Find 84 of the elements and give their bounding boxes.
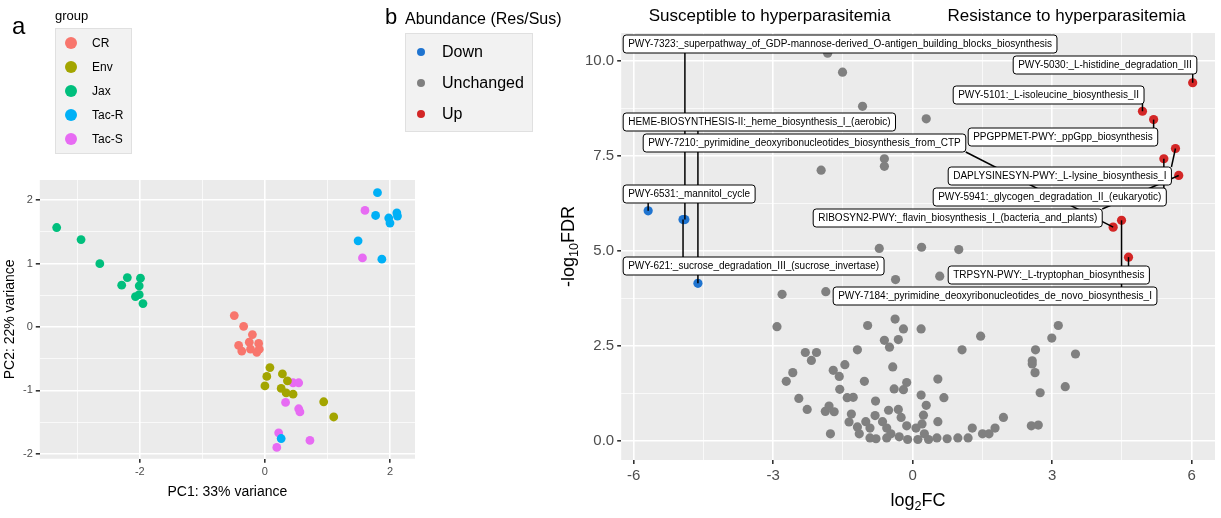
y-tick-label: 0 — [26, 320, 33, 333]
annotation: PWY-6531:_mannitol_cycle — [628, 188, 751, 200]
text: a — [12, 12, 26, 39]
point — [281, 398, 290, 407]
point — [237, 346, 247, 356]
point — [1116, 215, 1127, 225]
point — [385, 218, 395, 228]
point — [1188, 78, 1198, 88]
point — [262, 372, 272, 381]
point — [76, 235, 86, 244]
x-tick-label: -3 — [766, 466, 780, 484]
annotation: PWY-7323:_superpathway_of_GDP-mannose-derived_O-antigen_building_blocks_biosynthesis — [628, 38, 1052, 50]
point — [288, 389, 298, 399]
point — [353, 236, 363, 246]
x-tick-label: 3 — [1048, 466, 1057, 484]
annotation: PWY-7184:_pyrimidine_deoxyribonucleotides_de_novo_biosynthesis_I — [838, 290, 1152, 302]
point — [95, 259, 105, 269]
point — [239, 321, 249, 331]
point — [272, 443, 282, 452]
point — [371, 211, 380, 220]
point — [136, 273, 145, 283]
legend-label: Env — [92, 60, 113, 74]
y-tick-label: -1 — [23, 383, 33, 396]
legend-label: Tac-S — [92, 132, 123, 146]
legend-label: Up — [442, 104, 463, 123]
text: Susceptible to hyperparasitemia — [648, 6, 892, 26]
legend-title: Abundance (Res/Sus) — [405, 10, 562, 28]
legend-label: CR — [92, 36, 110, 50]
legend-label: Down — [442, 42, 483, 61]
x-tick-label: 6 — [1187, 466, 1196, 484]
x-tick-label: 0 — [261, 465, 268, 478]
annotation: PWY-5030:_L-histidine_degradation_III — [1018, 59, 1192, 71]
point — [283, 376, 292, 386]
x-axis-title: PC1: 33% variance — [167, 483, 288, 500]
y-tick-label: 2 — [26, 193, 33, 206]
legend-label: Tac-R — [92, 108, 124, 122]
annotation: HEME-BIOSYNTHESIS-II:_heme_biosynthesis_I_(aerobic) — [628, 116, 891, 128]
point — [329, 412, 339, 422]
y-tick-label: 2.5 — [593, 336, 615, 354]
annotation: PWY-5941:_glycogen_degradation_II_(eukaryotic) — [938, 191, 1162, 203]
point — [278, 369, 287, 379]
point — [52, 223, 62, 232]
y-tick-label: 10.0 — [584, 51, 615, 69]
text: Resistance to hyperparasitemia — [947, 6, 1187, 26]
legend-label: Jax — [92, 84, 111, 98]
annotation: RIBOSYN2-PWY:_flavin_biosynthesis_I_(bacteria_and_plants) — [818, 212, 1098, 224]
point — [117, 280, 127, 290]
point — [294, 378, 304, 388]
x-tick-label: -2 — [134, 465, 145, 478]
y-tick-label: -2 — [23, 446, 33, 459]
x-tick-label: -6 — [627, 466, 641, 484]
legend-label: Unchanged — [442, 73, 524, 92]
point — [319, 397, 329, 407]
point — [358, 253, 367, 263]
point — [138, 299, 148, 308]
x-tick-label: 2 — [386, 465, 394, 478]
point — [360, 206, 370, 215]
annotation: PWY-7210:_pyrimidine_deoxyribonucleotides_biosynthesis_from_CTP — [648, 137, 962, 149]
annotation: PWY-621:_sucrose_degradation_III_(sucrose_invertase) — [628, 260, 880, 272]
point — [134, 290, 144, 300]
point — [229, 311, 239, 320]
annotation: TRPSYN-PWY:_L-tryptophan_biosynthesis — [953, 269, 1145, 281]
point — [265, 363, 275, 372]
annotation: DAPLYSINESYN-PWY:_L-lysine_biosynthesis_I — [953, 170, 1167, 182]
point — [134, 281, 144, 291]
y-tick-label: 0.0 — [593, 431, 615, 449]
y-tick-label: 7.5 — [593, 146, 615, 164]
point — [122, 273, 132, 282]
y-tick-label: 5.0 — [593, 241, 615, 259]
point — [260, 381, 270, 391]
point — [1149, 115, 1159, 125]
point — [305, 436, 315, 445]
point — [276, 434, 286, 443]
y-tick-label: 1 — [26, 256, 33, 269]
text: b — [385, 4, 398, 29]
y-axis-title: PC2: 22% variance — [1, 259, 18, 380]
legend-title: group — [55, 8, 90, 23]
point — [377, 254, 387, 264]
point — [248, 330, 257, 340]
annotation: PWY-5101:_L-isoleucine_biosynthesis_II — [958, 89, 1140, 101]
annotation: PPGPPMET-PWY:_ppGpp_biosynthesis — [973, 131, 1153, 143]
x-tick-label: 0 — [908, 466, 917, 484]
point — [373, 188, 382, 198]
y-axis-title: -log10FDR — [558, 205, 582, 288]
